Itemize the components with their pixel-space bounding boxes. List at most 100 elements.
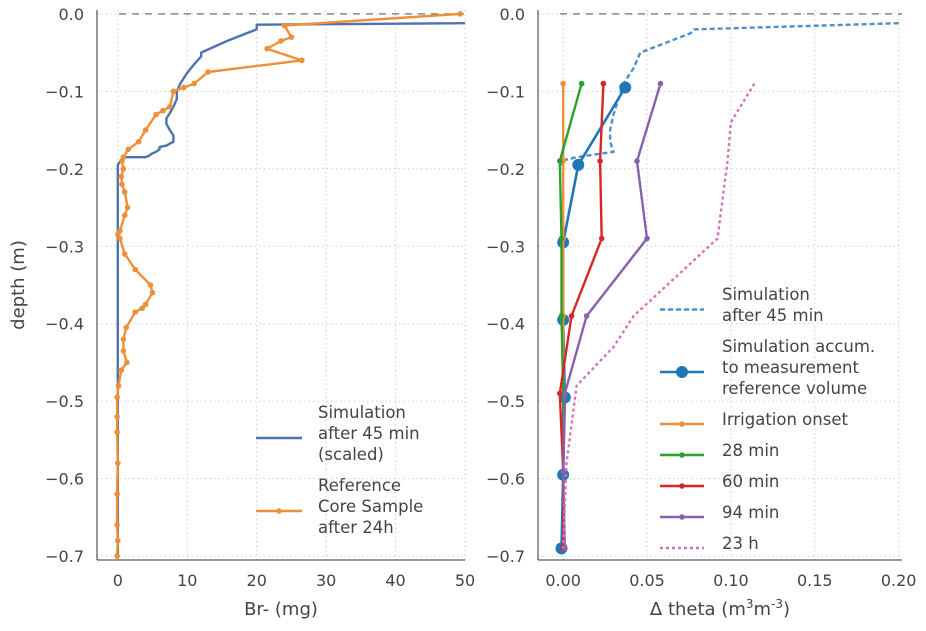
legend-label: Reference bbox=[318, 476, 401, 495]
panel-1: 0 10 20 30 40 50 0.0 −0.1 −0.2 −0.3 −0.4 −0.5 −0.6 −0… bbox=[8, 5, 475, 620]
legend-label: Core Sample bbox=[318, 497, 423, 516]
x-axis-label: Δ theta (m3m-3) bbox=[650, 597, 790, 620]
data-point bbox=[278, 38, 284, 44]
x-tick-label: 10 bbox=[177, 571, 197, 590]
data-point bbox=[281, 22, 288, 29]
x-tick-label: 20 bbox=[247, 571, 267, 590]
data-point bbox=[562, 390, 568, 397]
y-axis-label: depth (m) bbox=[8, 240, 29, 330]
x-axis-label-part: ) bbox=[783, 599, 790, 620]
legend-label: Simulation bbox=[722, 285, 810, 304]
legend-swatch-marker bbox=[679, 452, 685, 458]
y-tick-label: −0.1 bbox=[45, 82, 84, 101]
data-point bbox=[583, 313, 590, 319]
data-point bbox=[457, 11, 463, 17]
legend-swatch-marker bbox=[679, 421, 685, 427]
data-point bbox=[142, 127, 149, 133]
data-point bbox=[147, 282, 154, 288]
x-axis-label-superscript: 3 bbox=[746, 597, 754, 611]
data-point bbox=[264, 45, 270, 52]
data-point bbox=[124, 204, 131, 211]
data-point bbox=[123, 324, 129, 331]
plot-area bbox=[555, 22, 899, 555]
y-tick-label: −0.5 bbox=[45, 392, 84, 411]
data-point bbox=[135, 138, 142, 145]
data-point bbox=[120, 348, 127, 354]
data-point bbox=[299, 57, 305, 64]
y-tick-label: −0.2 bbox=[45, 160, 84, 179]
x-tick-label: 40 bbox=[385, 571, 405, 590]
y-tick-label: −0.1 bbox=[486, 82, 525, 101]
data-point bbox=[114, 522, 120, 528]
legend-label: after 45 min bbox=[722, 306, 824, 325]
legend-label: (scaled) bbox=[318, 445, 384, 464]
data-point bbox=[121, 189, 128, 195]
data-point bbox=[117, 235, 123, 242]
data-point bbox=[288, 34, 295, 40]
series-line bbox=[562, 83, 662, 549]
data-point bbox=[558, 235, 565, 242]
data-point bbox=[597, 158, 603, 164]
data-point bbox=[557, 390, 563, 397]
legend-label: after 24h bbox=[318, 518, 394, 537]
x-tick-label: 0.20 bbox=[881, 571, 917, 590]
x-tick-label: 0.15 bbox=[797, 571, 833, 590]
legend: Simulation after 45 min Simulation accum. t… bbox=[660, 285, 875, 553]
legend-label: 23 h bbox=[722, 534, 759, 553]
data-point bbox=[600, 80, 607, 87]
data-point bbox=[114, 413, 120, 420]
legend-label: Simulation accum. bbox=[722, 337, 875, 356]
data-point bbox=[557, 158, 563, 164]
data-point bbox=[558, 313, 565, 319]
legend: Simulation after 45 min (scaled) Reference C… bbox=[256, 403, 423, 537]
data-point bbox=[132, 266, 138, 273]
y-tick-label: −0.4 bbox=[486, 315, 525, 334]
data-point bbox=[118, 173, 125, 180]
legend-label: 60 min bbox=[722, 472, 779, 491]
data-point bbox=[568, 313, 575, 319]
data-point bbox=[170, 88, 177, 95]
y-tick-label: −0.7 bbox=[45, 547, 84, 566]
x-axis-label-part: Δ theta (m bbox=[650, 599, 746, 620]
data-point bbox=[124, 359, 130, 366]
data-point bbox=[572, 158, 585, 171]
data-point bbox=[160, 107, 166, 114]
data-point bbox=[114, 429, 120, 435]
x-tick-label: 0.10 bbox=[713, 571, 749, 590]
data-point bbox=[644, 235, 650, 242]
data-point bbox=[142, 301, 149, 308]
data-point bbox=[114, 491, 120, 497]
y-tick-label: 0.0 bbox=[500, 5, 525, 24]
data-point bbox=[578, 80, 585, 87]
x-axis-label-part: m bbox=[754, 599, 772, 620]
x-tick-label: 30 bbox=[316, 571, 336, 590]
data-point bbox=[125, 146, 132, 153]
legend-swatch-marker bbox=[679, 483, 685, 489]
data-point bbox=[115, 537, 121, 544]
data-point bbox=[560, 468, 566, 474]
data-point bbox=[114, 553, 120, 559]
y-tick-label: −0.7 bbox=[486, 547, 525, 566]
legend-swatch-marker bbox=[679, 514, 685, 520]
data-point bbox=[121, 251, 128, 257]
panel-2: 0.00 0.05 0.10 0.15 0.20 0.0 −0.1 −0.2 −0.3 −0.4 −… bbox=[486, 5, 916, 620]
data-point bbox=[619, 81, 632, 94]
y-tick-label: −0.4 bbox=[45, 315, 84, 334]
legend-label: Irrigation onset bbox=[722, 410, 848, 429]
x-tick-label: 50 bbox=[455, 571, 475, 590]
y-tick-label: −0.6 bbox=[486, 470, 525, 489]
y-tick-label: −0.6 bbox=[45, 470, 84, 489]
legend-swatch-marker bbox=[276, 508, 282, 514]
data-point bbox=[115, 460, 121, 466]
legend-label: reference volume bbox=[722, 379, 867, 398]
data-point bbox=[153, 111, 159, 118]
x-axis-label: Br- (mg) bbox=[244, 599, 318, 620]
legend-label: Simulation bbox=[318, 403, 406, 422]
x-tick-label: 0.05 bbox=[629, 571, 665, 590]
series-line bbox=[558, 22, 899, 170]
x-tick-label: 0.00 bbox=[545, 571, 581, 590]
data-point bbox=[205, 69, 211, 75]
legend-label: 28 min bbox=[722, 441, 779, 460]
data-point bbox=[634, 158, 640, 164]
